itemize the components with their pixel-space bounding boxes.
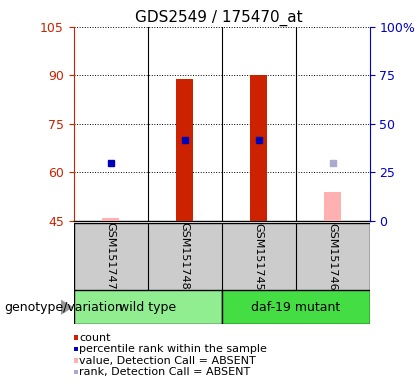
Text: GSM151746: GSM151746 (328, 222, 338, 290)
Text: GSM151747: GSM151747 (105, 222, 116, 290)
Text: count: count (79, 333, 110, 343)
Text: GDS2549 / 175470_at: GDS2549 / 175470_at (134, 10, 302, 26)
Text: value, Detection Call = ABSENT: value, Detection Call = ABSENT (79, 356, 256, 366)
Polygon shape (61, 300, 74, 315)
Text: GSM151745: GSM151745 (254, 222, 264, 290)
Text: percentile rank within the sample: percentile rank within the sample (79, 344, 267, 354)
Text: GSM151748: GSM151748 (179, 222, 189, 290)
Text: daf-19 mutant: daf-19 mutant (251, 301, 340, 314)
Bar (324, 192, 341, 221)
Text: rank, Detection Call = ABSENT: rank, Detection Call = ABSENT (79, 367, 250, 377)
Bar (74, 290, 222, 324)
Bar (222, 290, 370, 324)
Text: wild type: wild type (119, 301, 176, 314)
Bar (102, 218, 119, 221)
Text: genotype/variation: genotype/variation (4, 301, 123, 314)
Bar (176, 79, 193, 221)
Bar (250, 75, 267, 221)
